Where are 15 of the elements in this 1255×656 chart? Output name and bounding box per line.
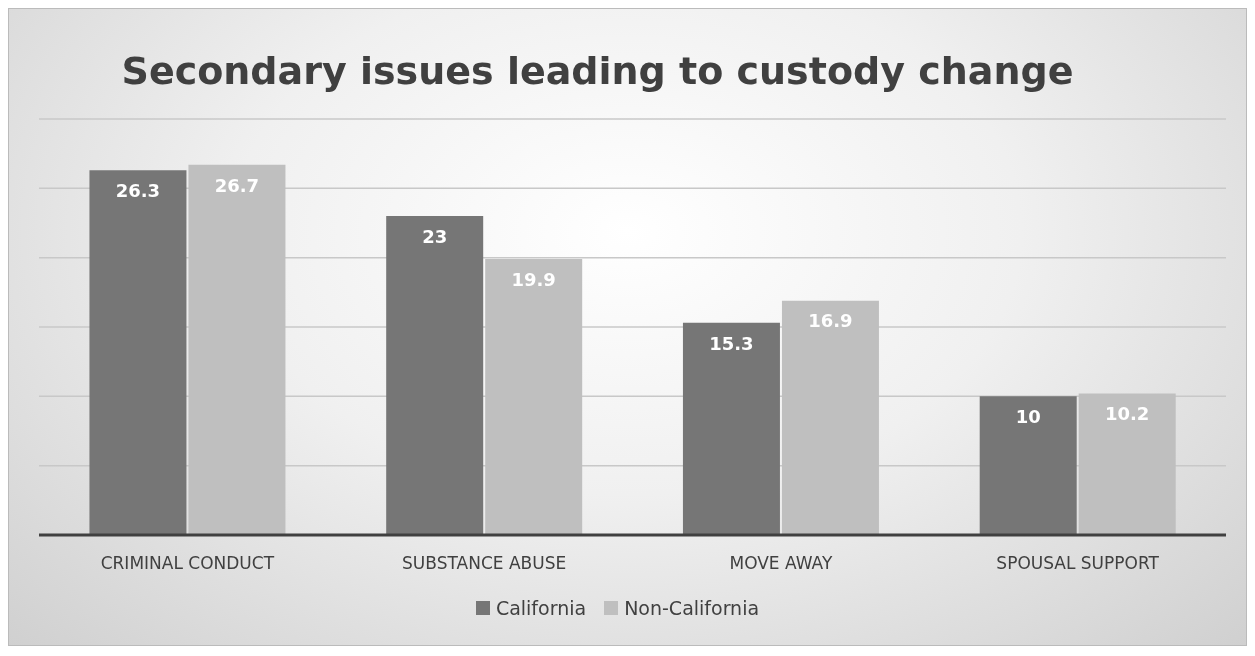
x-tick-label: SPOUSAL SUPPORT — [996, 553, 1160, 574]
legend-label: California — [495, 597, 587, 619]
data-label: 10 — [1015, 406, 1041, 428]
chart-title: Secondary issues leading to custody change — [120, 49, 1075, 93]
x-tick-label: SUBSTANCE ABUSE — [402, 553, 567, 574]
x-tick-label: MOVE AWAY — [729, 553, 833, 574]
data-label: 15.3 — [709, 332, 754, 354]
data-label: 16.9 — [808, 310, 853, 332]
data-label: 26.3 — [115, 180, 161, 202]
data-label: 10.2 — [1104, 403, 1150, 425]
data-label: 19.9 — [511, 268, 556, 290]
x-tick-label: CRIMINAL CONDUCT — [100, 553, 275, 574]
data-label: 23 — [422, 225, 448, 247]
data-label: 26.7 — [214, 174, 260, 196]
legend-label: Non-California — [624, 597, 760, 619]
